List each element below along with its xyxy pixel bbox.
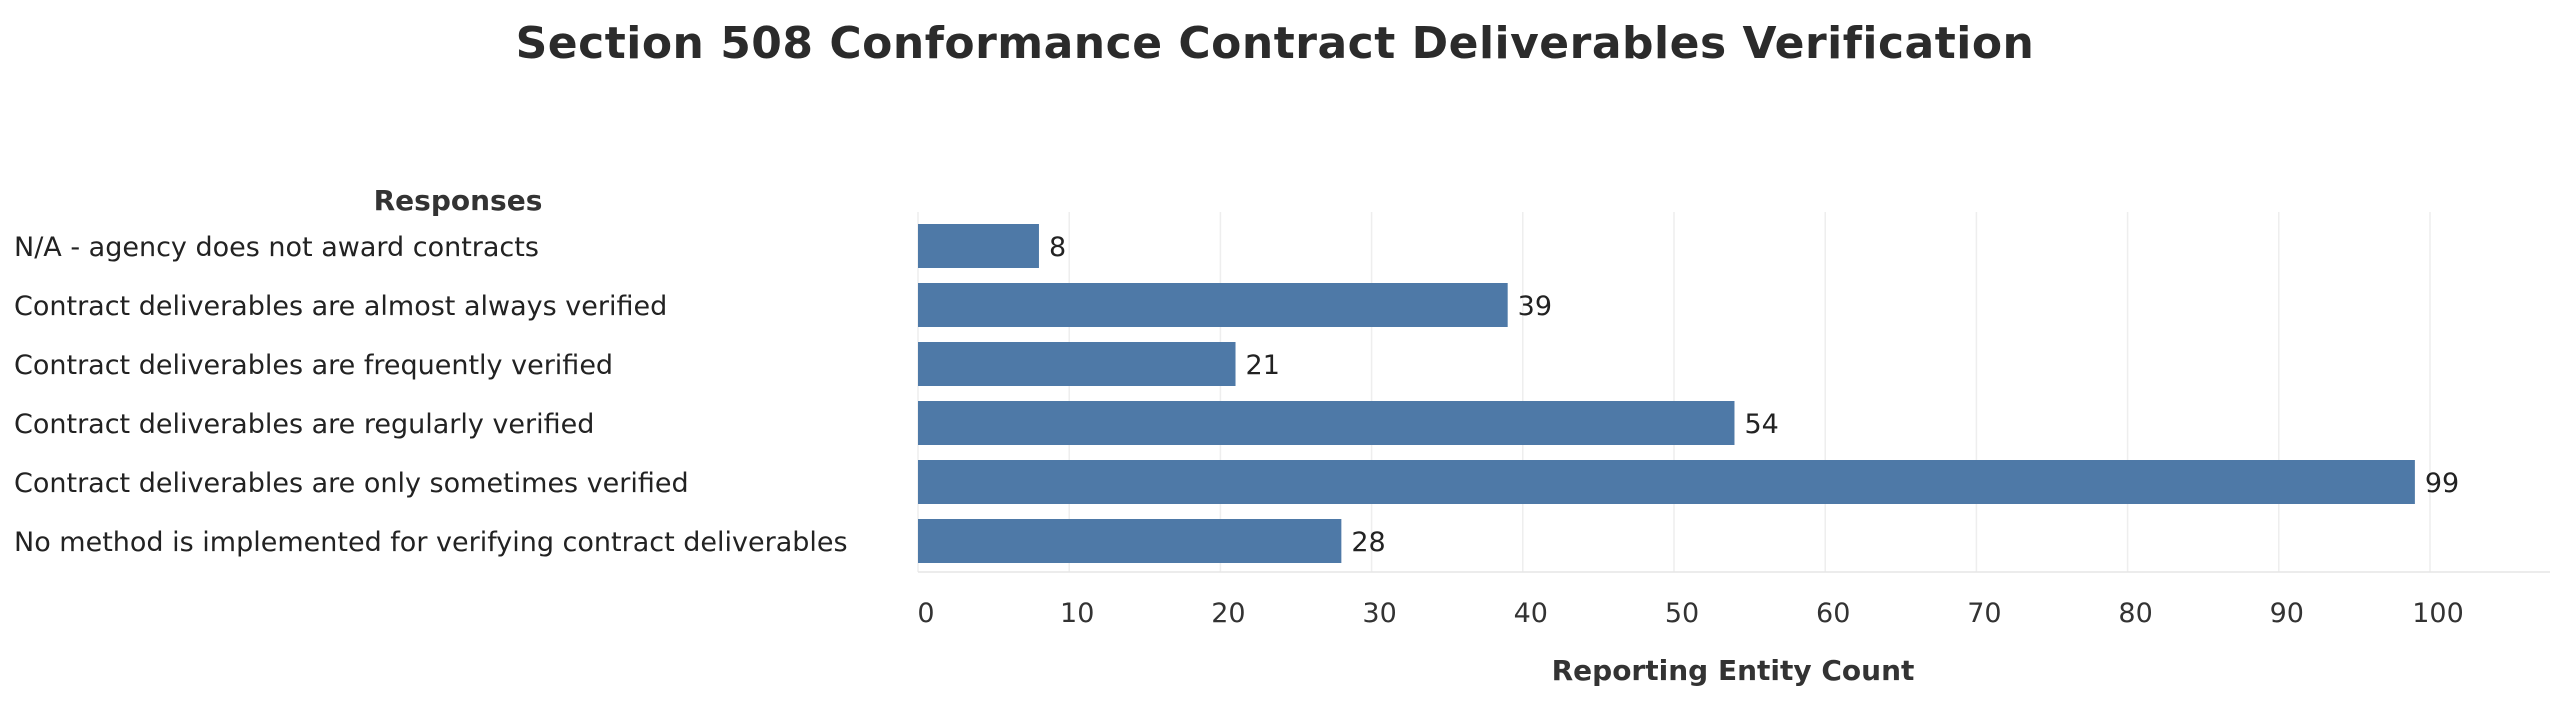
category-label: Contract deliverables are regularly veri… (14, 409, 594, 440)
data-label: 8 (1049, 232, 1066, 263)
bar (918, 224, 1039, 268)
x-tick-label: 60 (1816, 598, 1850, 629)
bar (918, 283, 1508, 327)
chart-title: Section 508 Conformance Contract Deliver… (515, 18, 2035, 69)
x-tick-label: 10 (1060, 598, 1094, 629)
category-label: Contract deliverables are almost always … (14, 291, 667, 322)
grid-lines (917, 212, 2550, 573)
x-tick-label: 30 (1362, 598, 1396, 629)
bars (918, 224, 2415, 563)
x-tick-label: 100 (2412, 598, 2464, 629)
category-label: Contract deliverables are only sometimes… (14, 468, 689, 499)
data-labels: 8 39 21 54 99 28 (1049, 232, 2459, 558)
bar (918, 401, 1735, 445)
data-label: 54 (1744, 409, 1778, 440)
category-label: Contract deliverables are frequently ver… (14, 350, 613, 381)
category-labels: N/A - agency does not award contracts Con… (14, 232, 848, 558)
x-axis-ticks: 0 10 20 30 40 50 60 70 80 90 100 (917, 598, 2463, 629)
x-axis-label: Reporting Entity Count (1552, 654, 1915, 687)
bar (918, 460, 2415, 504)
data-label: 39 (1518, 291, 1552, 322)
x-tick-label: 70 (1967, 598, 2001, 629)
category-label: N/A - agency does not award contracts (14, 232, 539, 263)
x-tick-label: 90 (2270, 598, 2304, 629)
bar (918, 342, 1236, 386)
bar (918, 519, 1342, 563)
x-tick-label: 0 (917, 598, 934, 629)
data-label: 99 (2425, 468, 2459, 499)
data-label: 21 (1246, 350, 1280, 381)
x-tick-label: 20 (1211, 598, 1245, 629)
data-label: 28 (1351, 527, 1385, 558)
x-tick-label: 40 (1514, 598, 1548, 629)
x-tick-label: 50 (1665, 598, 1699, 629)
row-header: Responses (374, 184, 543, 217)
category-label: No method is implemented for verifying c… (14, 527, 848, 558)
x-tick-label: 80 (2118, 598, 2152, 629)
